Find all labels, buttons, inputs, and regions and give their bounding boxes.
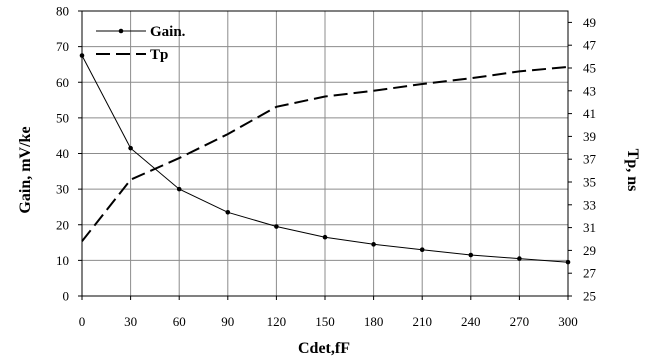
left-tick-label: 40: [56, 146, 69, 161]
legend-marker-0: [118, 28, 124, 34]
x-tick-label: 270: [510, 314, 530, 329]
right-tick-label: 41: [583, 106, 596, 121]
left-tick-label: 80: [56, 4, 69, 19]
x-axis-title: Cdet,fF: [298, 340, 350, 357]
x-tick-label: 300: [558, 314, 578, 329]
series-point-0: [128, 145, 133, 151]
right-tick-label: 31: [583, 220, 596, 235]
series-point-0: [468, 252, 474, 258]
series-point-0: [517, 256, 522, 261]
series-point-0: [274, 224, 279, 229]
series-point-0: [79, 53, 85, 58]
x-tick-label: 60: [173, 314, 186, 329]
left-tick-label: 70: [56, 39, 69, 54]
series-point-0: [225, 209, 231, 215]
left-tick-label: 0: [63, 289, 70, 304]
left-tick-label: 20: [56, 217, 69, 232]
left-axis-title: Gain, mV/ke: [17, 126, 34, 213]
legend-label-0: Gain.: [150, 24, 186, 40]
x-tick-label: 240: [461, 314, 481, 329]
grid: [82, 11, 568, 296]
right-axis-title: Tp, ns: [624, 149, 641, 192]
left-tick-label: 50: [56, 110, 69, 125]
right-tick-label: 39: [583, 129, 596, 144]
series-point-0: [322, 234, 328, 240]
right-tick-label: 27: [583, 266, 597, 281]
x-tick-label: 0: [79, 314, 86, 329]
x-tick-label: 90: [221, 314, 234, 329]
series-line-1: [81, 65, 569, 242]
legend: Gain. Tp: [96, 24, 186, 63]
x-tick-label: 120: [267, 314, 287, 329]
series-point-0: [419, 247, 425, 252]
x-tick-label: 30: [124, 314, 137, 329]
right-tick-label: 43: [583, 83, 596, 98]
right-tick-label: 37: [583, 152, 597, 167]
legend-label-1: Tp: [150, 47, 168, 63]
right-tick-label: 29: [583, 243, 596, 258]
right-tick-label: 49: [583, 15, 596, 30]
series-point-0: [176, 186, 182, 192]
right-tick-label: 47: [583, 38, 597, 53]
x-tick-label: 210: [412, 314, 432, 329]
left-tick-label: 60: [56, 75, 69, 90]
right-tick-label: 35: [583, 175, 596, 190]
right-tick-label: 33: [583, 197, 596, 212]
series-point-0: [371, 242, 376, 247]
left-tick-label: 30: [56, 182, 69, 197]
right-tick-label: 45: [583, 61, 596, 76]
series-point-0: [565, 259, 571, 265]
axes: 0 30 60 90 120 150 180 210 240 270 300 0 10 20 30 40 50 6…: [56, 4, 597, 330]
right-tick-label: 25: [583, 289, 596, 304]
x-tick-label: 150: [315, 314, 335, 329]
x-tick-label: 180: [364, 314, 384, 329]
series-layer: [79, 53, 571, 265]
left-tick-label: 10: [56, 253, 69, 268]
